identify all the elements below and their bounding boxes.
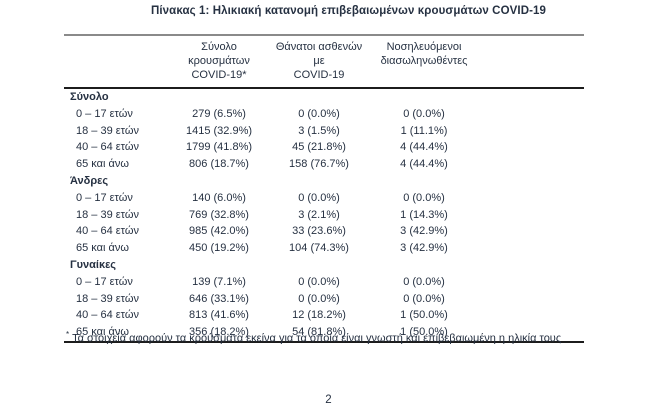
spacer-cell: [479, 274, 584, 291]
table-body: Σύνολο 0 – 17 ετών 279 (6.5%) 0 (0.0%) 0 (0.…: [64, 88, 584, 342]
group-row: Άνδρες: [64, 173, 584, 190]
header-total-cases-line1: Σύνολο κρουσμάτων: [188, 41, 250, 67]
group-row: Σύνολο: [64, 88, 584, 106]
spacer-cell: [479, 207, 584, 224]
intubated-cell: 1 (14.3%): [400, 208, 448, 221]
header-empty-cell: [64, 35, 169, 89]
cases-cell: 279 (6.5%): [192, 107, 246, 120]
cases-cell: 140 (6.0%): [192, 191, 246, 204]
header-total-cases: Σύνολο κρουσμάτων COVID-19*: [169, 35, 269, 89]
table-row: 0 – 17 ετών 140 (6.0%) 0 (0.0%) 0 (0.0%): [64, 190, 584, 207]
data-table: Σύνολο κρουσμάτων COVID-19* Θάνατοι ασθε…: [64, 34, 584, 343]
table-row: 18 – 39 ετών 769 (32.8%) 3 (2.1%) 1 (14.3%): [64, 207, 584, 224]
deaths-cell: 0 (0.0%): [298, 275, 340, 288]
table-header: Σύνολο κρουσμάτων COVID-19* Θάνατοι ασθε…: [64, 35, 584, 89]
table-row: 0 – 17 ετών 279 (6.5%) 0 (0.0%) 0 (0.0%): [64, 106, 584, 123]
spacer-cell: [479, 106, 584, 123]
intubated-cell: 1 (50.0%): [400, 326, 448, 339]
intubated-cell: 3 (42.9%): [400, 225, 448, 238]
spacer-cell: [479, 123, 584, 140]
age-label: 0 – 17 ετών: [76, 191, 133, 204]
deaths-cell: 33 (23.6%): [292, 225, 346, 238]
cases-cell: 139 (7.1%): [192, 275, 246, 288]
intubated-cell: 4 (44.4%): [400, 158, 448, 171]
table-row: 18 – 39 ετών 1415 (32.9%) 3 (1.5%) 1 (11.1%…: [64, 123, 584, 140]
cases-cell: 769 (32.8%): [189, 208, 249, 221]
cases-cell: 450 (19.2%): [189, 242, 249, 255]
deaths-cell: 104 (74.3%): [289, 242, 349, 255]
age-label: 18 – 39 ετών: [76, 124, 139, 137]
table-row: 65 και άνω 806 (18.7%) 158 (76.7%) 4 (44.4%…: [64, 156, 584, 173]
header-deaths: Θάνατοι ασθενών με COVID-19: [269, 35, 369, 89]
intubated-cell: 3 (42.9%): [400, 242, 448, 255]
table-row: 18 – 39 ετών 646 (33.1%) 0 (0.0%) 0 (0.0%): [64, 291, 584, 308]
header-intubated-line2: διασωληνωθέντες: [380, 55, 468, 67]
cases-cell: 1415 (32.9%): [185, 124, 253, 137]
table-row: 65 και άνω 356 (18.2%) 54 (81.8%) 1 (50.0%): [64, 324, 584, 342]
footnote-text: Τα στοιχεία αφορούν τα κρούσματα εκείνα …: [72, 332, 562, 345]
deaths-cell: 0 (0.0%): [298, 191, 340, 204]
cases-cell: 1799 (41.8%): [185, 141, 253, 154]
group-label: Άνδρες: [70, 174, 109, 187]
cases-cell: 985 (42.0%): [189, 225, 249, 238]
deaths-cell: 0 (0.0%): [298, 292, 340, 305]
table-row: 40 – 64 ετών 1799 (41.8%) 45 (21.8%) 4 (44.…: [64, 139, 584, 156]
table-row: 65 και άνω 450 (19.2%) 104 (74.3%) 3 (42.9%…: [64, 240, 584, 257]
cases-cell: 646 (33.1%): [189, 292, 249, 305]
deaths-cell: 3 (2.1%): [298, 208, 340, 221]
spacer-cell: [479, 291, 584, 308]
deaths-cell: 12 (18.2%): [292, 309, 346, 322]
age-label: 18 – 39 ετών: [76, 292, 139, 305]
intubated-cell: 0 (0.0%): [403, 275, 445, 288]
table-row: 0 – 17 ετών 139 (7.1%) 0 (0.0%) 0 (0.0%): [64, 274, 584, 291]
spacer-cell: [479, 223, 584, 240]
age-label: 40 – 64 ετών: [76, 225, 139, 238]
header-deaths-line1: Θάνατοι ασθενών με: [275, 41, 363, 67]
group-row: Γυναίκες: [64, 257, 584, 274]
age-label: 65 και άνω: [76, 326, 129, 339]
intubated-cell: 4 (44.4%): [400, 141, 448, 154]
group-label: Γυναίκες: [70, 258, 117, 271]
deaths-cell: 0 (0.0%): [298, 107, 340, 120]
age-label: 40 – 64 ετών: [76, 141, 139, 154]
deaths-cell: 3 (1.5%): [298, 124, 340, 137]
header-intubated-line1: Νοσηλευόμενοι: [386, 41, 462, 53]
spacer-cell: [479, 156, 584, 173]
age-label: 18 – 39 ετών: [76, 208, 139, 221]
deaths-cell: 45 (21.8%): [292, 141, 346, 154]
table-footnote: * Τα στοιχεία αφορούν τα κρούσματα εκείνα…: [66, 328, 611, 346]
age-label: 0 – 17 ετών: [76, 275, 133, 288]
footnote-marker: *: [66, 330, 70, 339]
intubated-cell: 1 (50.0%): [400, 309, 448, 322]
deaths-cell: 54 (81.8%): [292, 326, 346, 339]
age-label: 40 – 64 ετών: [76, 309, 139, 322]
group-label: Σύνολο: [70, 91, 109, 103]
age-label: 0 – 17 ετών: [76, 107, 133, 120]
spacer-cell: [479, 139, 584, 156]
age-label: 65 και άνω: [76, 158, 129, 171]
intubated-cell: 1 (11.1%): [400, 124, 448, 137]
header-intubated: Νοσηλευόμενοι διασωληνωθέντες: [369, 35, 479, 89]
intubated-cell: 0 (0.0%): [403, 107, 445, 120]
intubated-cell: 0 (0.0%): [403, 292, 445, 305]
page-number: 2: [325, 394, 332, 406]
table-row: 40 – 64 ετών 985 (42.0%) 33 (23.6%) 3 (42.9…: [64, 223, 584, 240]
cases-cell: 813 (41.6%): [189, 309, 249, 322]
spacer-cell: [479, 307, 584, 324]
header-deaths-line2: COVID-19: [293, 69, 345, 81]
intubated-cell: 0 (0.0%): [403, 191, 445, 204]
table-caption: Πίνακας 1: Ηλικιακή κατανομή επιβεβαιωμέ…: [150, 5, 547, 17]
spacer-cell: [479, 240, 584, 257]
table-row: 40 – 64 ετών 813 (41.6%) 12 (18.2%) 1 (50.0…: [64, 307, 584, 324]
covid-age-distribution-table: Σύνολο κρουσμάτων COVID-19* Θάνατοι ασθε…: [64, 34, 584, 343]
header-spacer-cell: [479, 35, 584, 89]
spacer-cell: [479, 190, 584, 207]
deaths-cell: 158 (76.7%): [289, 158, 349, 171]
cases-cell: 806 (18.7%): [189, 158, 249, 171]
cases-cell: 356 (18.2%): [189, 326, 249, 339]
age-label: 65 και άνω: [76, 242, 129, 255]
header-total-cases-line2: COVID-19*: [191, 69, 247, 81]
